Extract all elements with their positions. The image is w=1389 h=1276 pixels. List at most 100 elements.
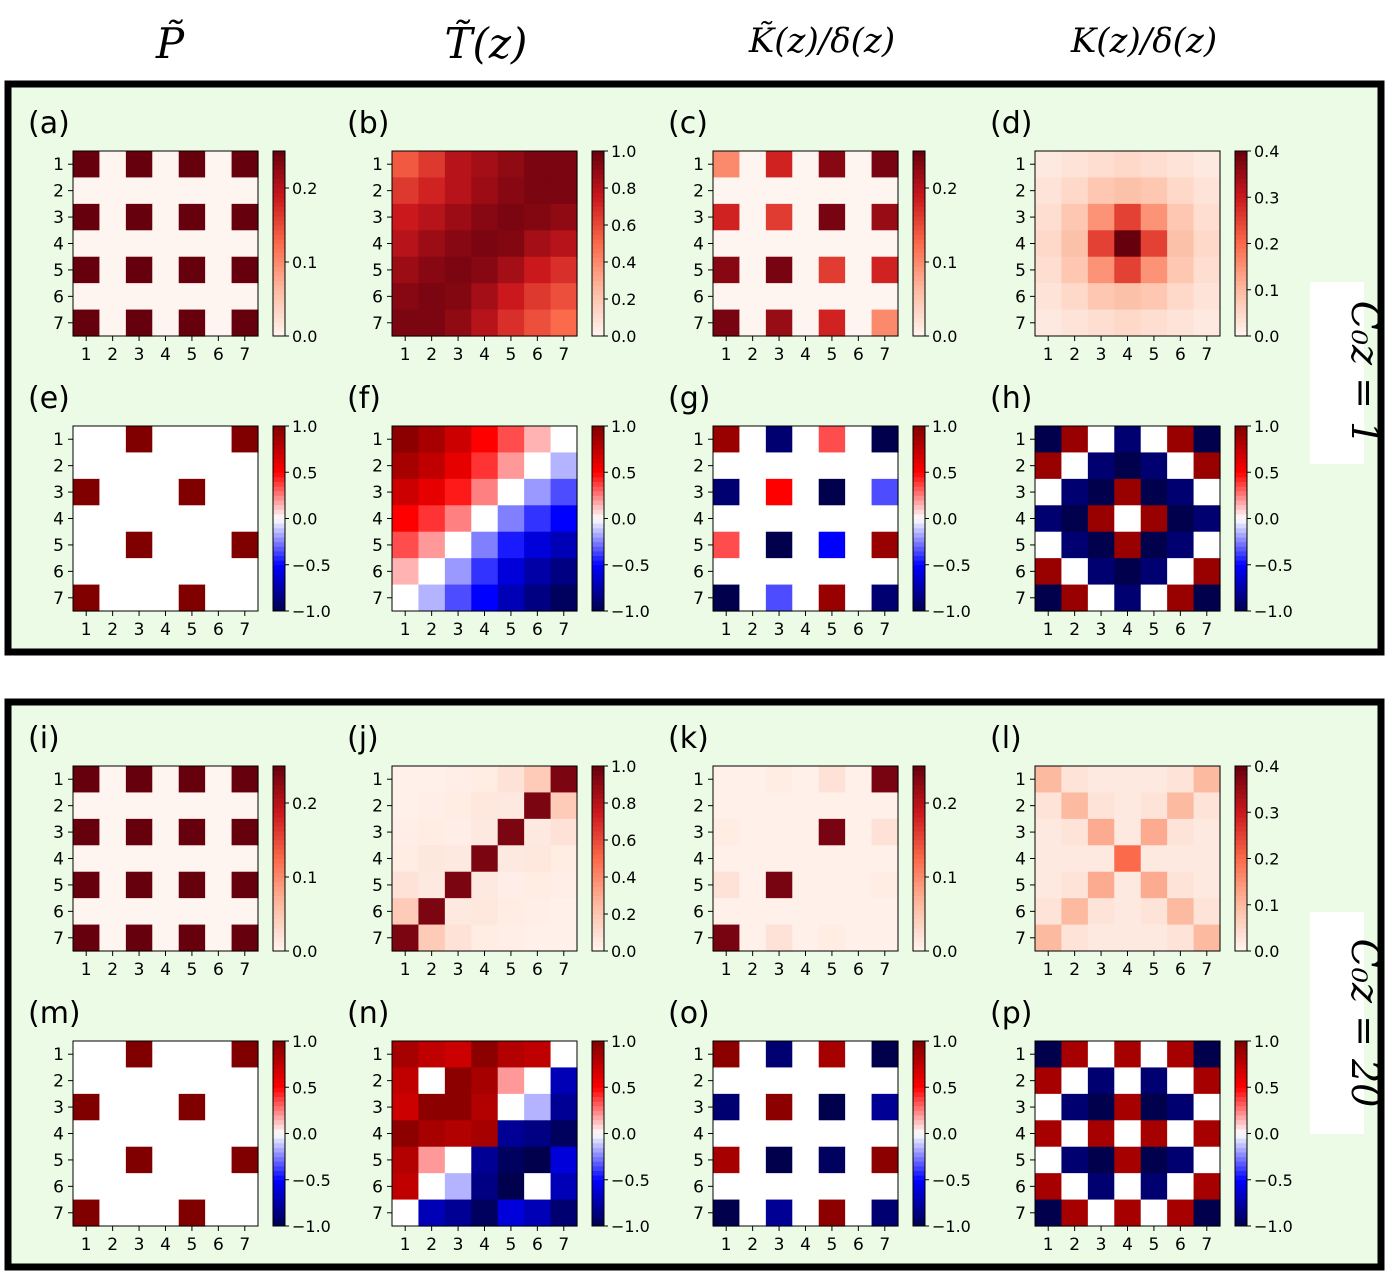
heatmap-cell [845,558,873,586]
colorbar-segment [1235,766,1247,772]
colorbar-segment [592,1198,604,1204]
colorbar-tick-label: 0.5 [611,1078,636,1097]
colorbar-tick-label: 0.5 [932,1078,957,1097]
heatmap-cell [765,584,793,612]
heatmap-cell [231,283,259,311]
heatmap-cell [444,203,472,231]
x-tick-label: 1 [400,620,411,640]
y-tick-label: 6 [1015,287,1026,307]
heatmap-cell [818,256,846,284]
y-tick-label: 6 [1015,902,1026,922]
x-tick-label: 1 [1043,960,1054,980]
colorbar-segment [273,835,285,841]
heatmap-cell [152,1173,180,1201]
colorbar-segment [273,211,285,217]
colorbar-segment [1235,793,1247,799]
heatmap-cell [871,1093,899,1121]
colorbar-segment [913,1096,925,1102]
y-tick-label: 1 [372,155,383,175]
colorbar-segment [913,151,925,157]
heatmap-cell [1061,505,1089,533]
heatmap-cell [524,584,552,612]
colorbar-segment [273,770,285,776]
heatmap-cell [1114,1173,1142,1201]
x-tick-label: 7 [239,1235,250,1255]
colorbar-tick-label: −0.5 [932,1171,971,1190]
y-tick-label: 1 [372,430,383,450]
heatmap-cell [818,478,846,506]
heatmap-cell [497,1120,525,1148]
heatmap-cell [1140,531,1168,559]
heatmap-cell [1167,1146,1195,1174]
heatmap-cell [444,924,472,952]
colorbar-segment [1235,449,1247,455]
colorbar-segment [913,877,925,883]
colorbar-segment [1235,807,1247,813]
heatmap-cell [471,531,499,559]
colorbar-segment [1235,601,1247,607]
colorbar-segment [1235,257,1247,263]
colorbar-segment [273,849,285,855]
colorbar-tick-label: 0.2 [932,794,957,813]
x-tick-label: 2 [747,960,758,980]
x-tick-label: 3 [134,960,145,980]
heatmap-cell [1140,558,1168,586]
y-tick-label: 3 [1015,1098,1026,1118]
colorbar-segment [592,1041,604,1047]
colorbar-segment [1235,541,1247,547]
x-tick-label: 7 [239,345,250,365]
colorbar-segment [592,927,604,933]
heatmap-cell [418,478,446,506]
y-tick-label: 7 [693,589,704,609]
heatmap-cell [1167,871,1195,899]
heatmap-cell [792,792,820,820]
colorbar-tick-label: −0.5 [1254,1171,1293,1190]
colorbar-segment [913,532,925,538]
x-tick-label: 1 [1043,620,1054,640]
colorbar-segment [592,238,604,244]
x-tick-label: 3 [453,960,464,980]
heatmap-cell [205,478,233,506]
y-tick-label: 4 [693,1125,704,1145]
colorbar-segment [592,1050,604,1056]
colorbar-segment [1235,262,1247,268]
colorbar-segment [592,569,604,575]
heatmap-cell [713,1146,741,1174]
colorbar-segment [592,1156,604,1162]
y-tick-label: 1 [53,770,64,790]
x-tick-label: 3 [774,1235,785,1255]
heatmap-cell [1087,766,1115,794]
x-tick-label: 7 [879,345,890,365]
heatmap-cell [418,1199,446,1227]
colorbar-segment [273,597,285,603]
heatmap-cell [1087,871,1115,899]
colorbar-segment [592,243,604,249]
colorbar-segment [1235,1096,1247,1102]
heatmap-cell [1035,1199,1063,1227]
colorbar-segment [273,197,285,203]
colorbar-segment [1235,435,1247,441]
colorbar-tick-label: 1.0 [611,757,636,776]
heatmap-cell [1167,1093,1195,1121]
colorbar-segment [1235,1050,1247,1056]
colorbar-segment [1235,826,1247,832]
heatmap-cell [1061,478,1089,506]
x-tick-label: 3 [774,345,785,365]
heatmap-cell [231,256,259,284]
heatmap-cell [1061,584,1089,612]
heatmap-cell [845,531,873,559]
colorbar-segment [592,206,604,212]
y-tick-label: 4 [372,235,383,255]
heatmap-cell [497,531,525,559]
heatmap-cell [1087,256,1115,284]
y-tick-label: 7 [693,1204,704,1224]
y-tick-label: 7 [1015,929,1026,949]
colorbar-segment [1235,946,1247,952]
colorbar-segment [913,1161,925,1167]
colorbar-segment [913,1216,925,1222]
colorbar-segment [1235,299,1247,305]
heatmap-cell [125,531,153,559]
